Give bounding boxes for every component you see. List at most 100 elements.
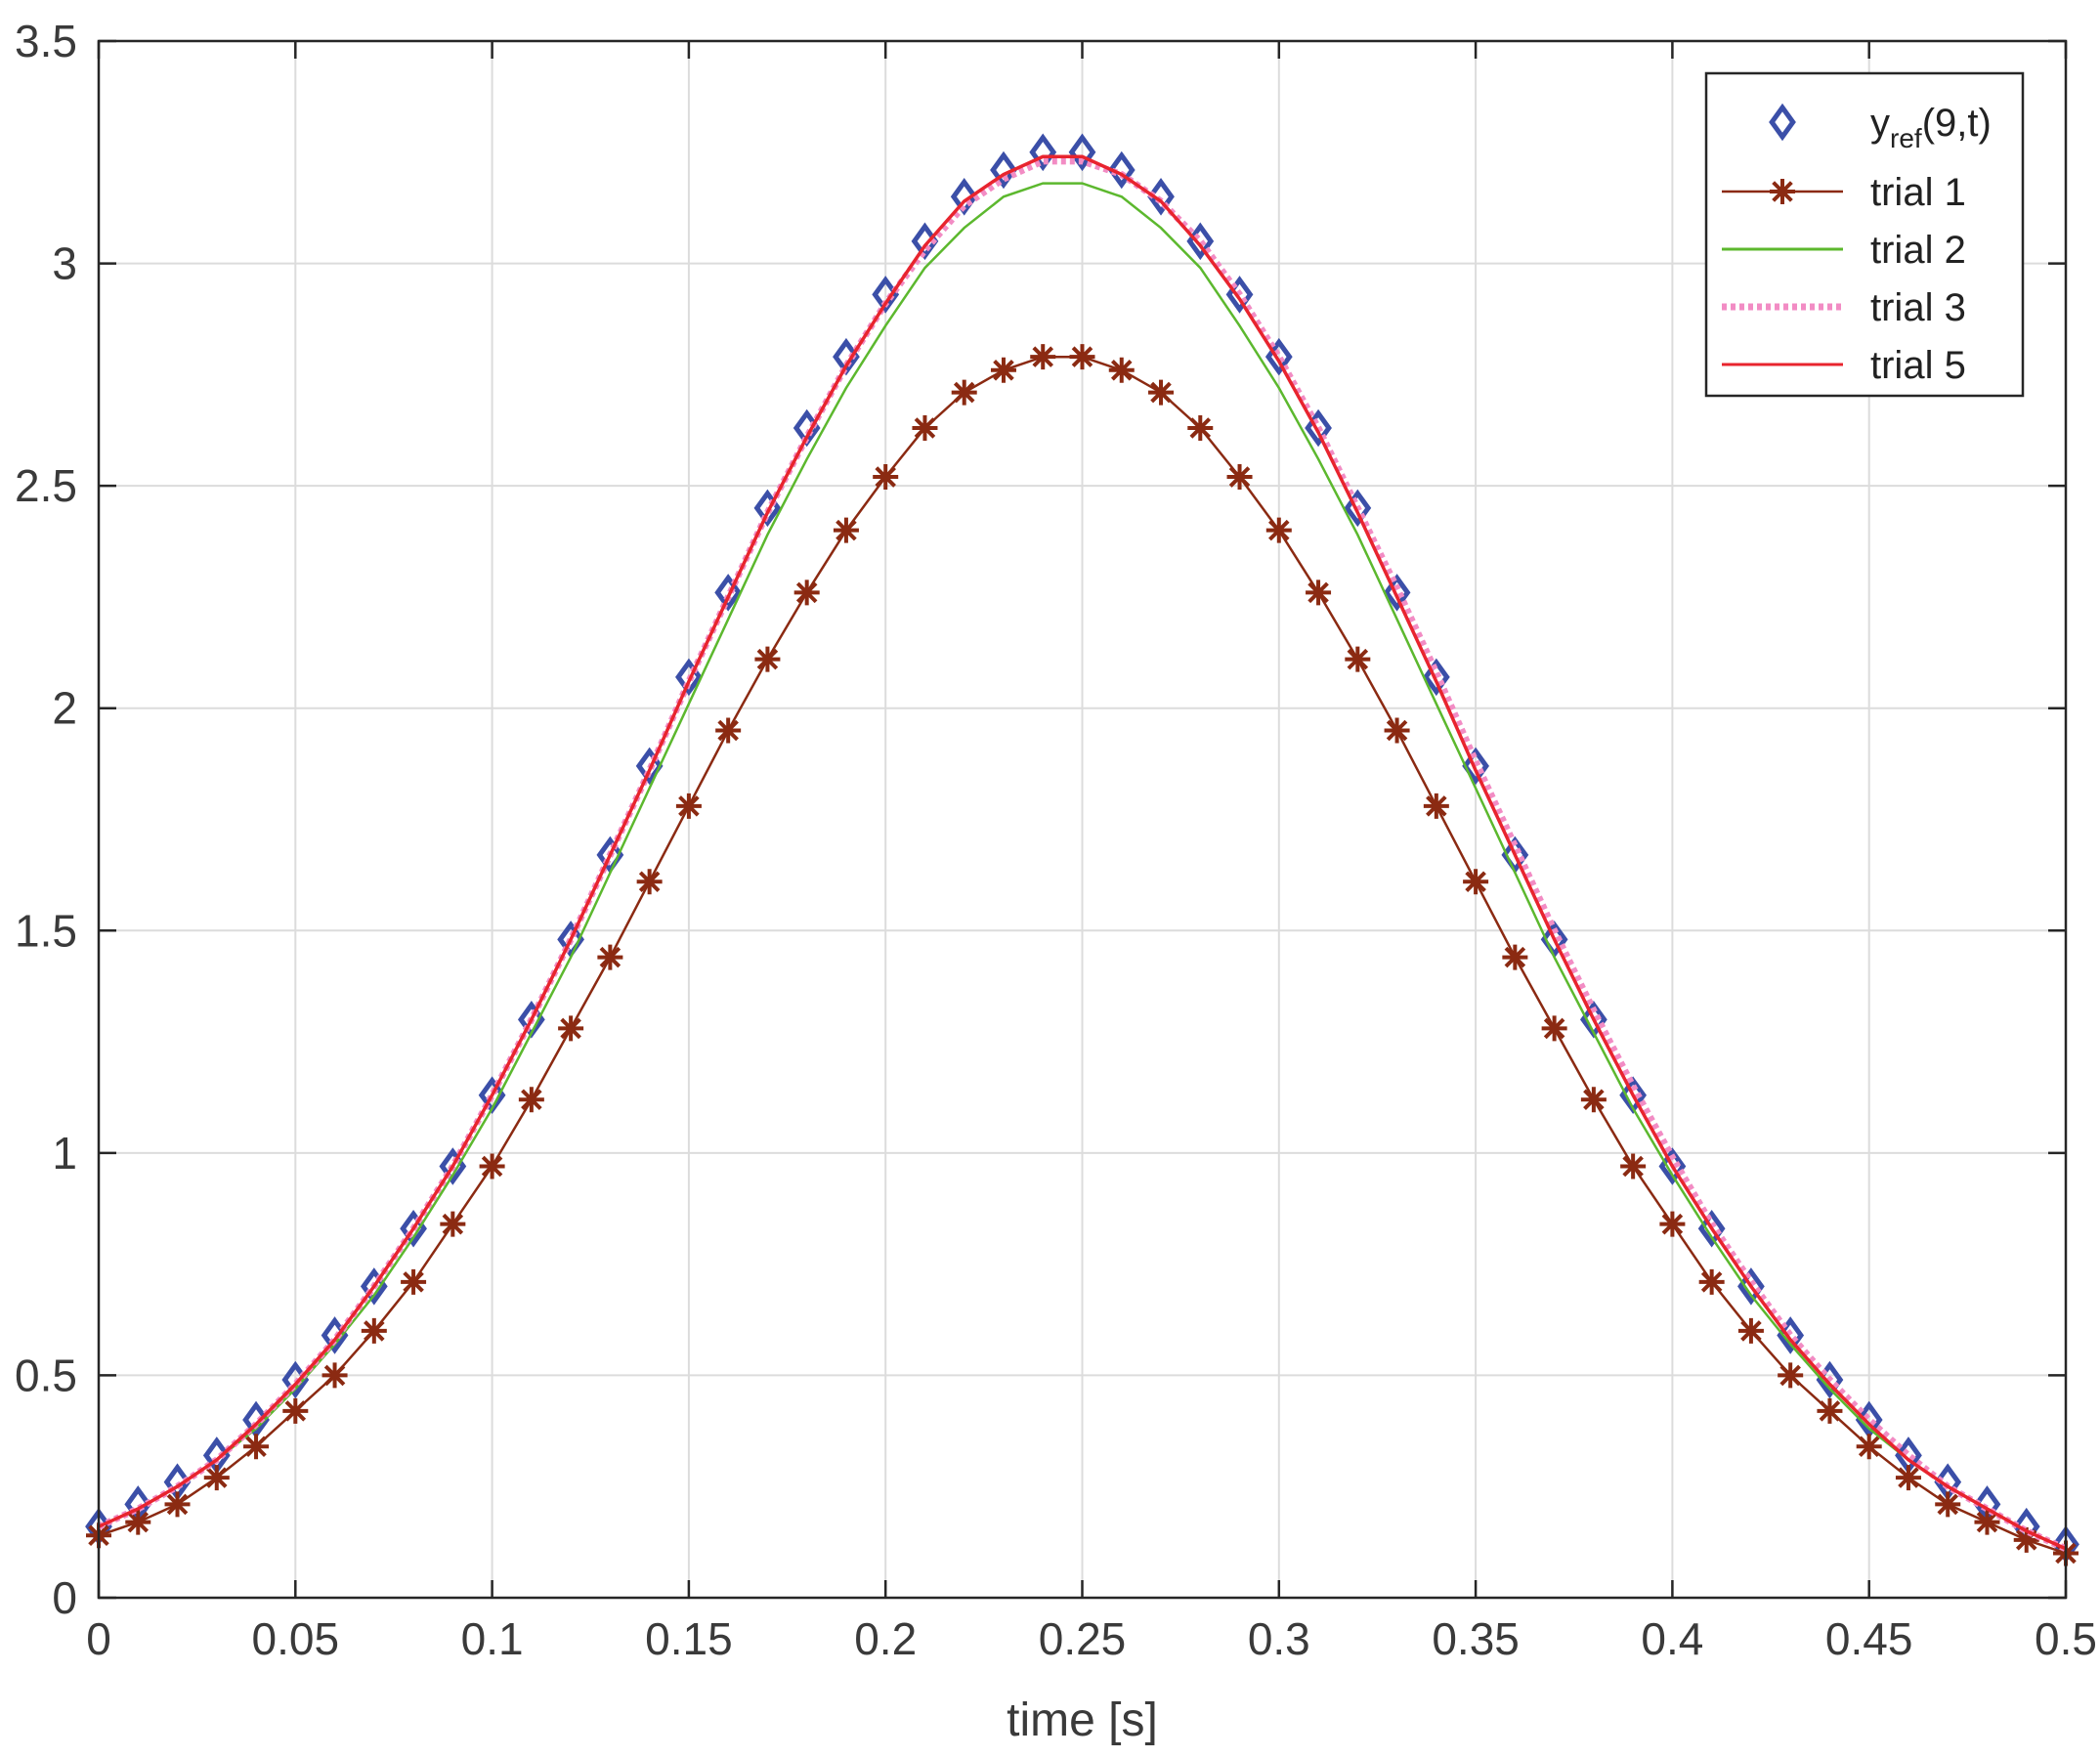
asterisk-strokes xyxy=(440,1211,466,1237)
data-point-marker xyxy=(1501,836,1529,875)
asterisk-strokes xyxy=(1580,1087,1607,1113)
data-point-marker xyxy=(203,1465,230,1491)
data-point-marker xyxy=(793,579,820,606)
asterisk-strokes xyxy=(1541,1015,1567,1042)
legend-label: trial 3 xyxy=(1870,286,1966,329)
data-point-marker xyxy=(714,574,743,612)
y-tick-label: 0.5 xyxy=(15,1350,77,1400)
y-tick-label: 2 xyxy=(52,683,77,734)
legend: yref(9,t) trial 1 trial 2 trial 3 trial 5 xyxy=(1704,71,2025,398)
data-point-marker xyxy=(164,1491,191,1518)
data-point-marker xyxy=(2013,1526,2039,1553)
data-point-marker xyxy=(1422,658,1450,697)
data-point-marker xyxy=(1620,1153,1647,1179)
data-point-marker xyxy=(1502,944,1528,970)
legend-label: trial 2 xyxy=(1870,229,1966,272)
series-line xyxy=(98,182,2067,1551)
data-point-marker xyxy=(321,1362,348,1389)
data-point-marker xyxy=(1737,1317,1764,1344)
legend-entry: trial 2 xyxy=(1722,229,1966,272)
legend-entry: trial 5 xyxy=(1722,344,1966,387)
asterisk-strokes xyxy=(754,646,781,672)
asterisk-strokes xyxy=(1770,179,1795,204)
asterisk-strokes xyxy=(1817,1397,1843,1424)
asterisk-strokes xyxy=(243,1434,270,1460)
data-point-marker xyxy=(282,1397,309,1424)
data-point-marker xyxy=(1383,574,1411,612)
data-point-marker xyxy=(1737,1267,1765,1306)
data-point-marker xyxy=(1344,489,1372,528)
legend-entry: trial 1 xyxy=(1722,171,1966,214)
asterisk-strokes xyxy=(1935,1491,1961,1518)
data-point-marker xyxy=(754,646,781,672)
data-point-marker xyxy=(1697,1209,1726,1248)
asterisk-strokes xyxy=(1030,344,1056,370)
data-point-marker xyxy=(596,836,624,875)
y-tick-label: 2.5 xyxy=(15,460,77,511)
x-tick-label: 0 xyxy=(86,1613,111,1664)
data-point-marker xyxy=(1030,344,1056,370)
data-point-marker xyxy=(1974,1509,2000,1535)
asterisk-strokes xyxy=(479,1153,505,1179)
data-point-marker xyxy=(1540,921,1568,959)
data-point-marker xyxy=(675,793,702,819)
asterisk-strokes xyxy=(125,1509,151,1535)
data-point-marker xyxy=(479,1153,505,1179)
asterisk-strokes xyxy=(873,464,899,491)
data-point-marker xyxy=(361,1317,387,1344)
legend-entry: trial 3 xyxy=(1722,286,1966,329)
asterisk-strokes xyxy=(1620,1153,1647,1179)
x-tick-label: 0.15 xyxy=(645,1613,733,1664)
data-point-marker xyxy=(1541,1015,1567,1042)
data-point-marker xyxy=(1265,517,1292,543)
series-trial-3 xyxy=(97,157,2068,1553)
asterisk-strokes xyxy=(715,717,742,744)
asterisk-strokes xyxy=(833,517,859,543)
x-tick-label: 0.4 xyxy=(1641,1613,1703,1664)
asterisk-strokes xyxy=(1974,1509,2000,1535)
asterisk-strokes xyxy=(2013,1526,2039,1553)
data-point-marker xyxy=(990,150,1017,190)
data-point-marker xyxy=(1107,150,1136,190)
data-point-marker xyxy=(243,1434,270,1460)
asterisk-strokes xyxy=(361,1317,387,1344)
series-line xyxy=(98,154,2067,1551)
data-point-marker xyxy=(1895,1465,1921,1491)
asterisk-strokes xyxy=(1187,414,1214,441)
data-point-marker xyxy=(1148,379,1175,406)
data-point-marker xyxy=(1817,1397,1843,1424)
asterisk-strokes xyxy=(1148,379,1175,406)
data-point-marker xyxy=(1306,579,1332,606)
asterisk-strokes xyxy=(793,579,820,606)
data-point-marker xyxy=(833,517,859,543)
axis-ticks: 0 0.05 0.1 0.15 0.2 0.25 0.3 0.35 0.4 0.45 0.5 0 0.5… xyxy=(15,16,2097,1664)
asterisk-strokes xyxy=(1895,1465,1921,1491)
data-point-marker xyxy=(912,414,938,441)
legend-swatch-marker xyxy=(1769,103,1796,142)
data-point-marker xyxy=(557,921,585,959)
data-point-marker xyxy=(1147,178,1175,216)
data-point-marker xyxy=(1187,414,1214,441)
data-point-marker xyxy=(1226,464,1253,491)
asterisk-strokes xyxy=(1698,1268,1725,1295)
asterisk-strokes xyxy=(636,869,663,895)
asterisk-strokes xyxy=(518,1087,544,1113)
asterisk-strokes xyxy=(1384,717,1410,744)
asterisk-strokes xyxy=(1069,344,1095,370)
asterisk-strokes xyxy=(1265,517,1292,543)
data-point-marker xyxy=(1069,344,1095,370)
data-point-marker xyxy=(558,1015,584,1042)
legend-label: trial 1 xyxy=(1870,171,1966,214)
asterisk-strokes xyxy=(164,1491,191,1518)
data-point-marker xyxy=(1463,869,1489,895)
series-line xyxy=(97,157,2068,1553)
asterisk-strokes xyxy=(1108,357,1135,383)
y-tick-label: 1.5 xyxy=(15,905,77,956)
data-point-marker xyxy=(1778,1362,1804,1389)
legend-label: trial 5 xyxy=(1870,344,1966,387)
x-tick-label: 0.45 xyxy=(1825,1613,1913,1664)
legend-box xyxy=(1704,71,2025,398)
legend-entry: yref(9,t) xyxy=(1769,102,1992,153)
